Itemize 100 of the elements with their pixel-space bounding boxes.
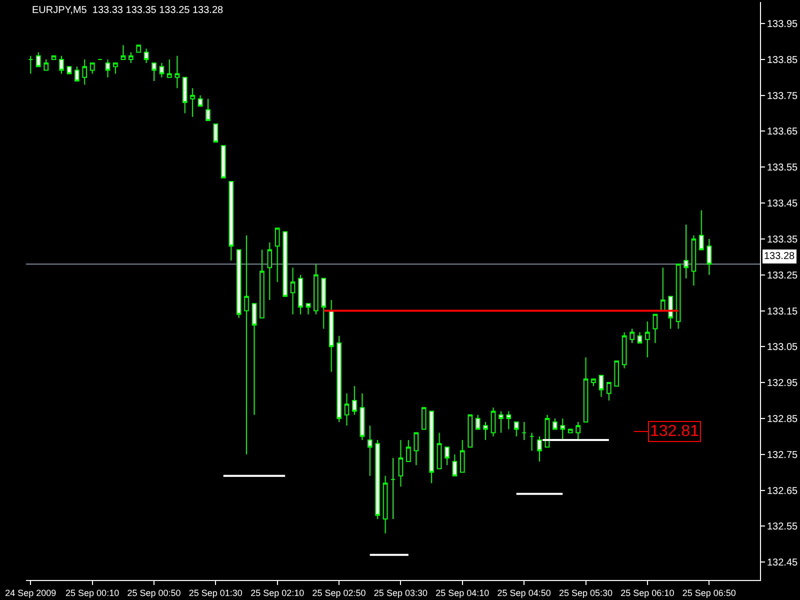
candlestick	[452, 454, 458, 476]
candlestick	[113, 62, 118, 74]
candlestick	[552, 418, 558, 430]
candlestick	[82, 58, 87, 86]
candlestick	[274, 228, 280, 283]
x-tick-label: 25 Sep 04:50	[497, 588, 551, 598]
ref-line-label: 133.28	[764, 251, 796, 262]
candlestick	[66, 66, 72, 74]
candlestick	[282, 231, 288, 297]
y-tick-label: 132.65	[767, 486, 798, 497]
candlestick	[529, 432, 534, 452]
candlestick	[406, 439, 411, 462]
candlestick	[252, 303, 257, 416]
candlestick	[28, 55, 34, 74]
x-tick-label: 25 Sep 02:50	[312, 588, 366, 598]
x-tick-label: 25 Sep 00:10	[66, 588, 120, 598]
candlestick	[652, 314, 658, 344]
y-tick-label: 133.35	[767, 234, 798, 246]
candlestick	[260, 249, 264, 318]
candlestick	[74, 66, 80, 82]
x-tick-label: 25 Sep 02:10	[250, 588, 304, 598]
candlestick	[645, 321, 650, 358]
candlestick	[390, 457, 396, 520]
x-tick-label: 25 Sep 05:30	[558, 588, 613, 598]
candlestick	[583, 356, 588, 423]
candlestick	[298, 274, 303, 315]
candlestick	[429, 410, 434, 484]
y-tick-label: 132.95	[767, 378, 798, 390]
x-tick-label: 24 Sep 2009	[5, 588, 56, 598]
candlestick	[336, 335, 342, 423]
candlestick	[105, 58, 110, 78]
candlestick	[306, 303, 311, 315]
candlestick	[182, 76, 188, 114]
candlestick	[498, 410, 504, 434]
y-tick-label: 133.85	[767, 54, 798, 66]
candlestick	[444, 446, 450, 466]
candlestick	[36, 52, 41, 68]
x-tick-label: 25 Sep 04:10	[436, 588, 490, 598]
candlestick	[314, 264, 318, 315]
candlestick	[436, 432, 442, 470]
candlestick	[506, 410, 512, 430]
candlestick	[668, 296, 673, 330]
candlestick	[421, 407, 426, 430]
candlestick	[159, 62, 164, 78]
candlestick	[244, 234, 249, 455]
candlestick	[198, 94, 203, 107]
x-tick-label: 25 Sep 00:50	[127, 588, 181, 598]
candlestick	[591, 378, 596, 387]
candlestick	[490, 407, 496, 437]
candlestick	[44, 58, 48, 71]
y-tick-label: 133.65	[767, 126, 798, 138]
candlestick	[699, 210, 704, 250]
candlestick	[360, 392, 365, 440]
x-tick-label: 25 Sep 06:50	[682, 588, 736, 598]
candlestick	[152, 62, 156, 82]
candlestick	[167, 58, 172, 78]
candlestick	[144, 48, 149, 64]
annotation: 132.81	[650, 423, 700, 440]
candlestick	[236, 249, 242, 318]
candlestick	[660, 267, 666, 312]
candlestick	[514, 422, 519, 437]
y-tick-label: 133.95	[767, 19, 798, 30]
candlestick	[576, 422, 580, 440]
candlestick	[622, 332, 627, 369]
candlestick	[367, 425, 372, 476]
x-tick-label: 25 Sep 06:10	[620, 588, 674, 598]
chart-title: EURJPY,M5 133.33 133.35 133.25 133.28	[32, 5, 224, 16]
candlestick	[90, 62, 95, 74]
candlestick	[398, 439, 404, 488]
candlestick	[328, 299, 334, 372]
y-tick-label: 132.45	[767, 558, 798, 569]
candlestick	[630, 328, 634, 344]
candlestick	[290, 267, 296, 315]
candlestick	[483, 422, 488, 440]
candlestick	[468, 414, 472, 448]
y-tick-label: 133.45	[767, 198, 798, 210]
x-tick-label: 25 Sep 01:30	[188, 588, 242, 598]
candlestick	[190, 88, 195, 118]
candlestick	[382, 475, 388, 534]
candlestick	[213, 124, 218, 143]
y-tick-label: 133.55	[767, 162, 798, 174]
y-tick-label: 133.25	[767, 270, 798, 282]
y-tick-label: 132.55	[767, 522, 798, 533]
x-tick-label: 25 Sep 03:30	[374, 588, 428, 598]
candlestick	[120, 44, 126, 60]
candlestick	[684, 224, 688, 279]
candlestick	[220, 145, 226, 178]
candlestick	[344, 392, 350, 426]
candlestick	[228, 181, 234, 261]
candlestick	[136, 44, 141, 53]
candlestick	[606, 382, 612, 401]
y-tick-label: 132.75	[767, 450, 798, 461]
candlestick	[414, 432, 419, 466]
candlestick	[637, 332, 642, 344]
candlestick	[614, 360, 619, 387]
candlestick	[59, 55, 64, 74]
candlestick	[676, 264, 681, 330]
candlestick	[128, 52, 134, 64]
candlestick	[321, 278, 326, 330]
candlestick	[522, 422, 526, 440]
